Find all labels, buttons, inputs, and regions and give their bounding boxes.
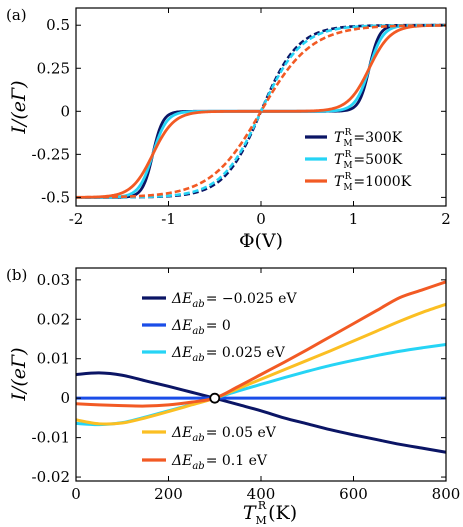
panel-b-xtick-label: 200 [154,485,183,503]
panel-b-xlabel-unit: (K) [268,502,297,524]
panel-a: (a) -2 -1 0 1 2 -0.5 -0.25 0 0.25 0.5 Φ(V) I/(eΓ)… [6,6,451,252]
panel-a-ytick-label: 0 [60,102,70,120]
panel-a-ytick-label: -0.25 [32,145,70,163]
panel-b-ytick-label: 0.02 [37,310,70,328]
panel-b: (b) 0 200 400 600 800 -0.02 -0.01 0 0.01 0.02 0.03… [6,266,460,527]
panel-b-ytick-label: 0.01 [37,350,70,368]
panel-a-curves [75,23,447,199]
panel-a-xtick-label: 0 [256,210,266,228]
panel-a-xtick-label: 1 [349,210,359,228]
panel-b-ticks: 0 200 400 600 800 -0.02 -0.01 0 0.01 0.02 0.03 [32,268,461,503]
panel-b-ytick-label: -0.01 [32,429,70,447]
panel-a-ylabel: I/(eΓ) [8,80,30,134]
panel-a-ticks: -2 -1 0 1 2 -0.5 -0.25 0 0.25 0.5 [32,8,451,228]
panel-b-legend-entry: ΔEab= 0.025 eV [171,345,286,364]
panel-a-ytick-label: 0.5 [46,16,70,34]
panel-b-series-3 [75,302,447,426]
panel-a-ytick-label: -0.5 [41,188,70,206]
panel-b-series-0 [75,371,447,454]
panel-b-xlabel-sub: M [256,514,267,527]
panel-b-xtick-label: 800 [432,485,461,503]
panel-a-ytick-label: 0.25 [37,59,70,77]
panel-b-legend-entry: ΔEab= −0.025 eV [171,291,297,310]
panel-b-xlabel: TMR (K) [243,499,297,527]
panel-b-curves [75,280,447,454]
panel-b-xtick-label: 600 [339,485,368,503]
panel-b-legend-entry: ΔEab= 0 [171,318,231,337]
panel-a-xtick-label: -1 [161,210,176,228]
panel-a-series-dashed-5 [76,24,446,199]
panel-b-xtick-label: 0 [71,485,81,503]
panel-b-ytick-label: -0.02 [32,468,70,486]
panel-b-xtick-label: 400 [247,485,276,503]
panel-b-ytick-label: 0.03 [37,271,70,289]
panel-a-legend-entry: TMR =300K [334,128,403,149]
panel-a-xtick-label: 2 [441,210,451,228]
panel-b-crossing-point [209,392,221,404]
panel-a-legend-entry: TMR =1000K [334,172,412,193]
panel-a-xlabel: Φ(V) [239,230,283,252]
panel-b-legend-entry: ΔEab= 0.1 eV [171,453,268,472]
panel-b-ytick-label: 0 [60,389,70,407]
panel-b-legend: ΔEab= −0.025 eV ΔEab= 0 ΔEab= 0.025 eV ΔEab… [142,291,297,472]
panel-b-label: (b) [6,266,27,284]
panel-a-legend-entry: TMR =500K [334,150,403,171]
panel-b-xlabel-sup: R [258,499,267,512]
panel-b-ylabel: I/(eΓ) [8,347,30,401]
panel-a-xtick-label: -2 [69,210,84,228]
panel-b-series-4 [75,280,447,408]
panel-b-xlabel-prefix: T [243,502,257,524]
panel-b-legend-entry: ΔEab= 0.05 eV [171,425,277,444]
panel-a-label: (a) [6,6,27,24]
